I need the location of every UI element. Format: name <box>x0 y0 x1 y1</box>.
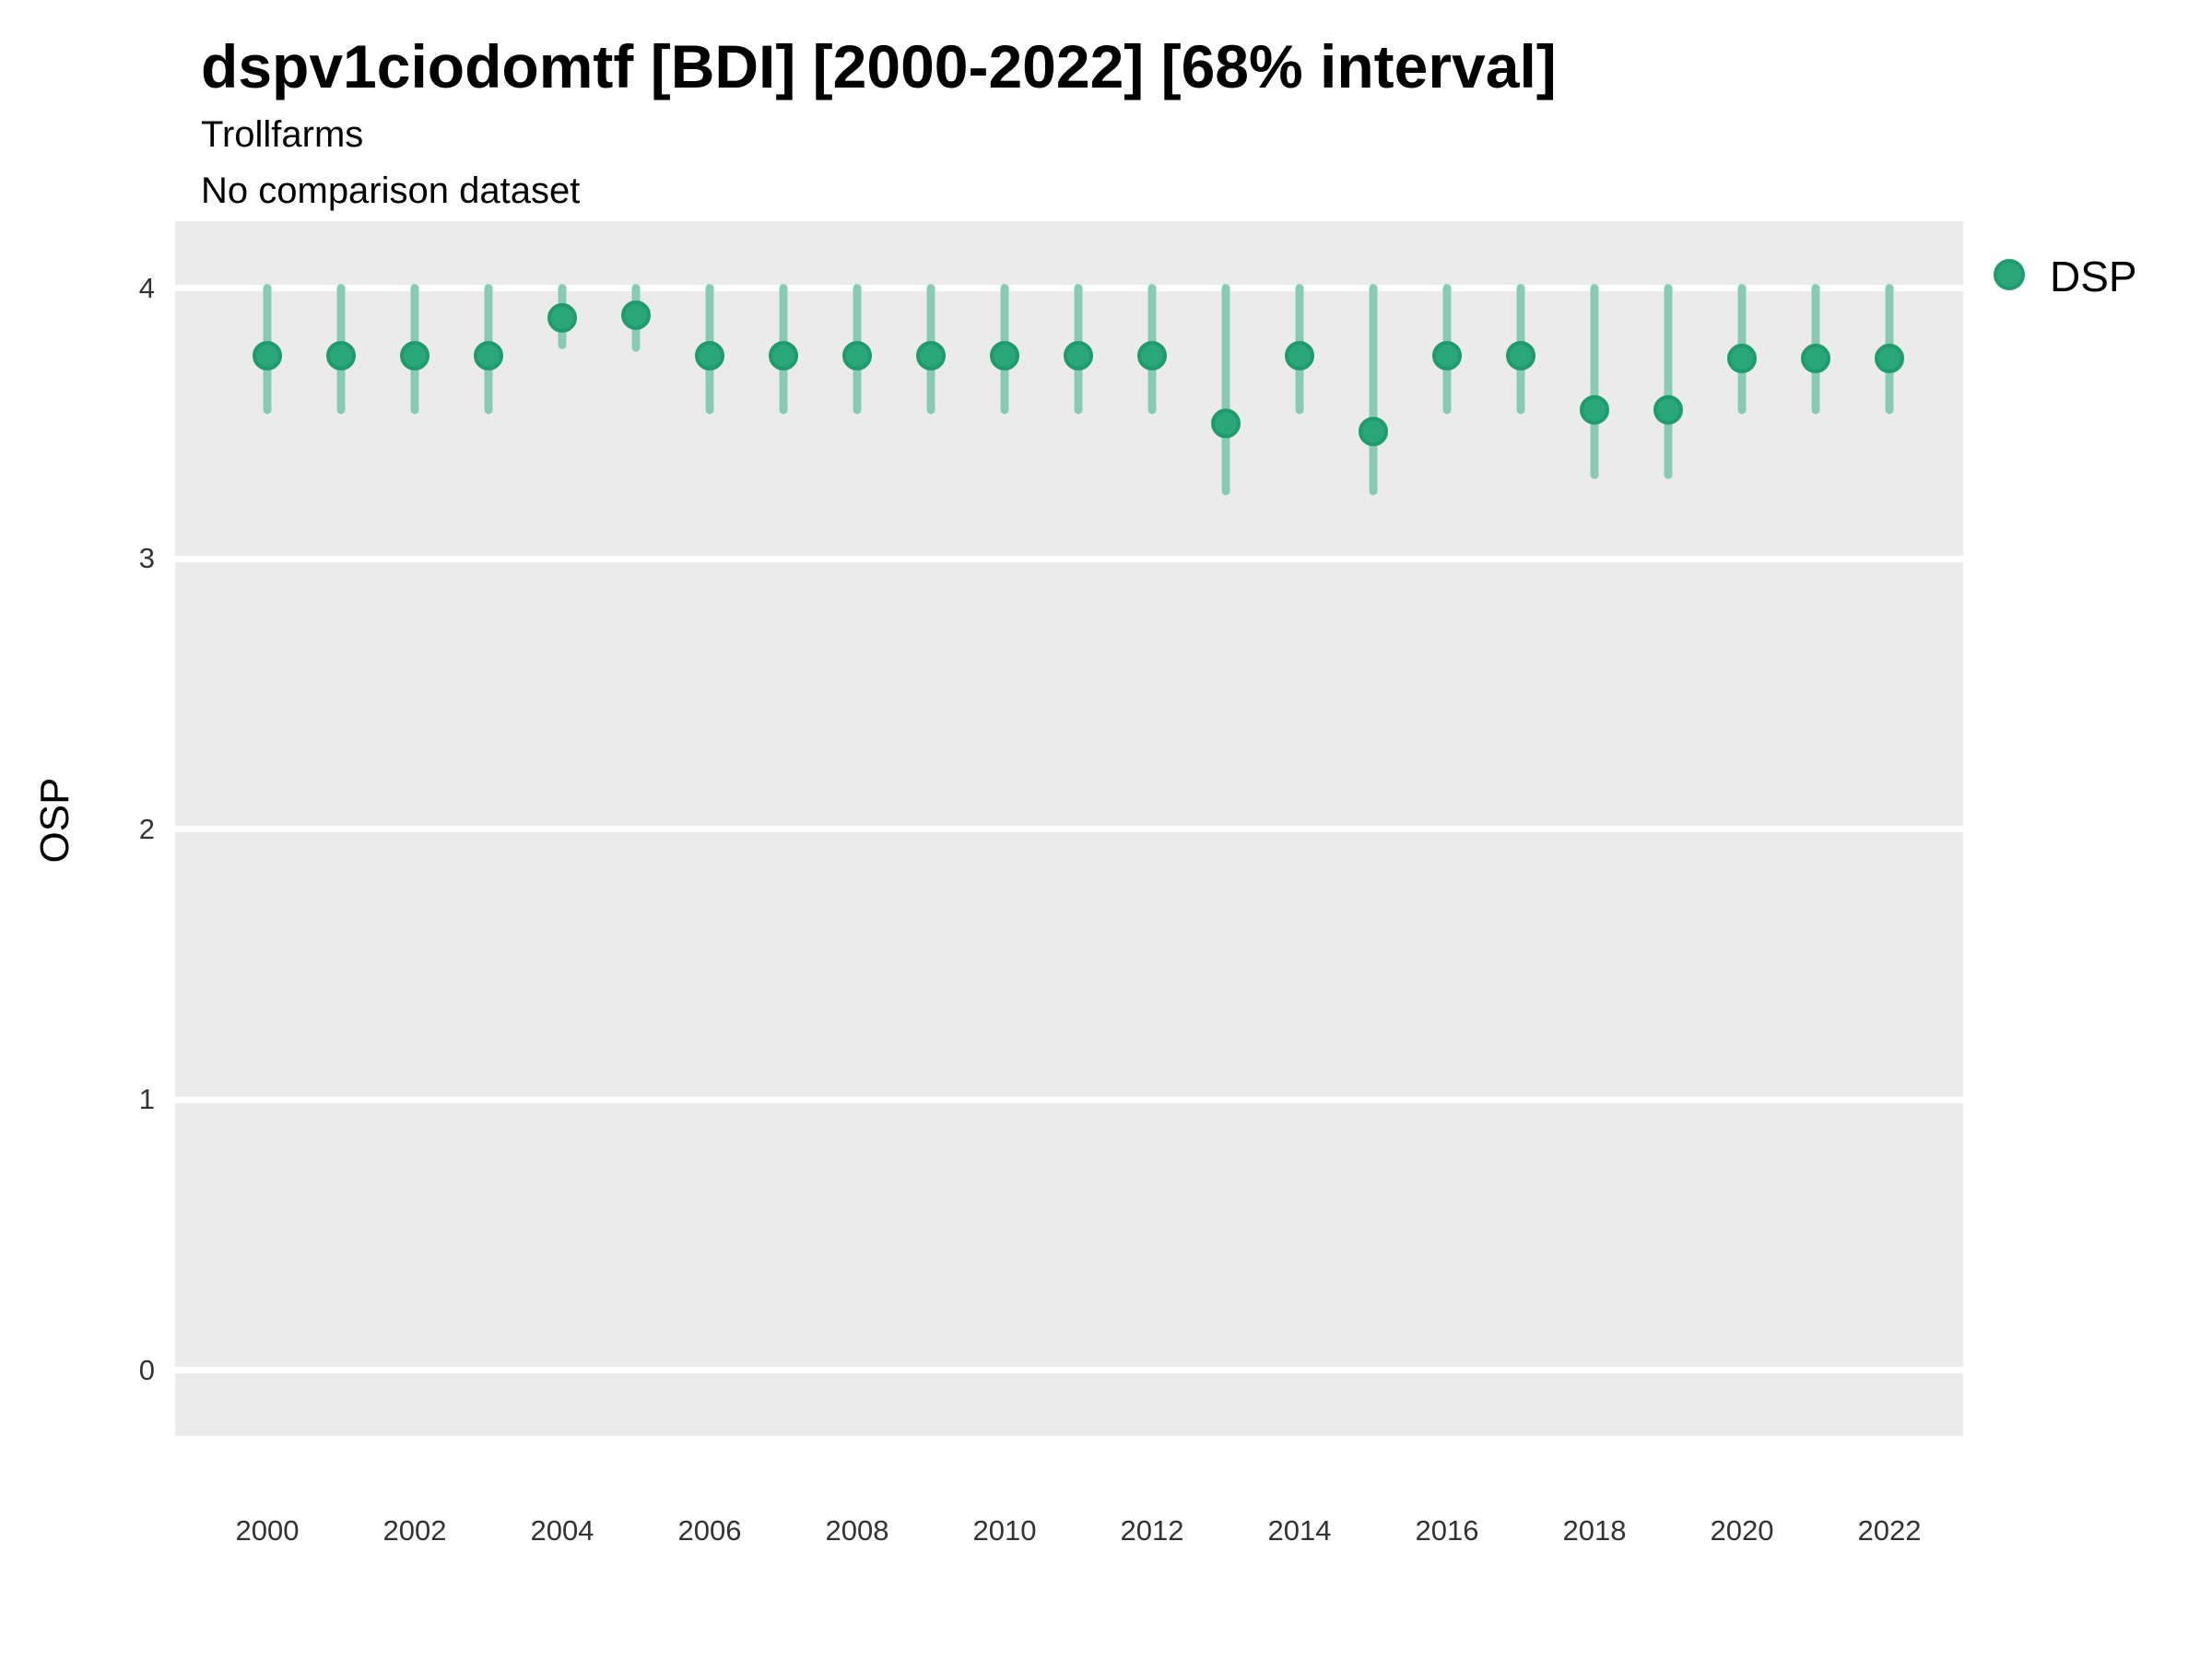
y-tick-label-2: 2 <box>138 812 155 845</box>
y-tick-label-1: 1 <box>138 1083 155 1116</box>
x-tick-label-2018: 2018 <box>1562 1514 1627 1547</box>
x-tick-label-2022: 2022 <box>1857 1514 1922 1547</box>
x-tick-label-2008: 2008 <box>825 1514 889 1547</box>
chart-subtitle: Trollfarms No comparison dataset <box>201 107 580 219</box>
y-tick-label-0: 0 <box>138 1353 155 1386</box>
subtitle-line-2: No comparison dataset <box>201 171 581 211</box>
gridline-y-4 <box>175 285 1963 292</box>
x-tick-label-2014: 2014 <box>1267 1514 1332 1547</box>
subtitle-line-1: Trollfarms <box>201 114 364 155</box>
y-tick-label-3: 3 <box>138 542 155 575</box>
legend-point-icon <box>1994 259 2025 290</box>
gridline-y-0 <box>175 1367 1963 1374</box>
y-tick-label-4: 4 <box>138 271 155 304</box>
x-tick-label-2020: 2020 <box>1710 1514 1774 1547</box>
plot-panel <box>175 221 1963 1436</box>
legend-label: DSP <box>2050 253 2137 300</box>
x-tick-label-2002: 2002 <box>382 1514 447 1547</box>
gridline-y-3 <box>175 555 1963 562</box>
x-tick-label-2016: 2016 <box>1415 1514 1479 1547</box>
x-tick-label-2012: 2012 <box>1120 1514 1184 1547</box>
gridline-y-1 <box>175 1096 1963 1103</box>
chart-title: dspv1ciodomtf [BDI] [2000-2022] [68% int… <box>201 32 1557 100</box>
x-tick-label-2006: 2006 <box>677 1514 742 1547</box>
x-tick-label-2010: 2010 <box>972 1514 1037 1547</box>
legend: DSP <box>1982 241 2212 312</box>
x-tick-label-2004: 2004 <box>530 1514 594 1547</box>
x-tick-label-2000: 2000 <box>235 1514 300 1547</box>
gridline-y-2 <box>175 826 1963 833</box>
